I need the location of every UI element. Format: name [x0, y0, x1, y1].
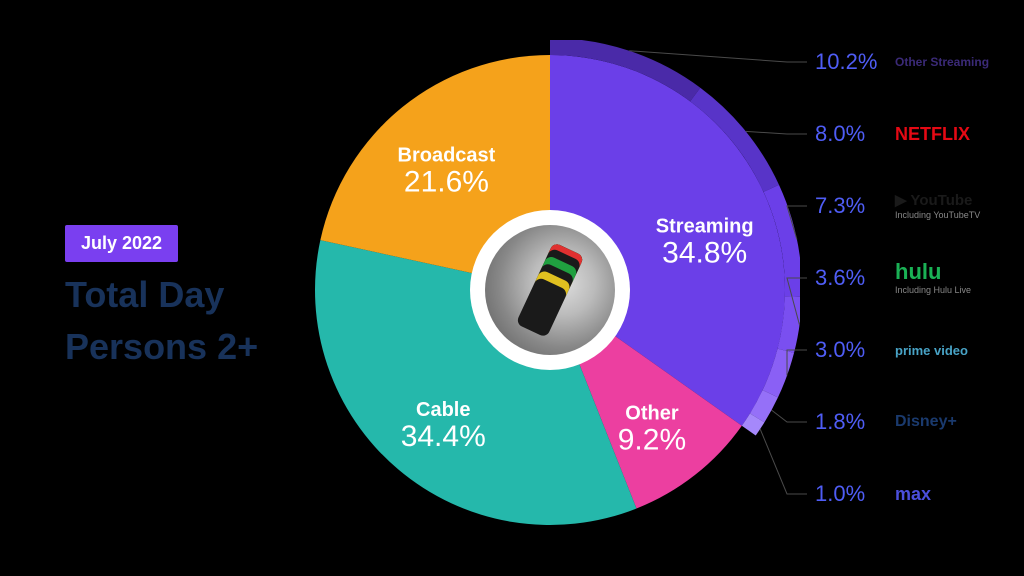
infographic-stage: July 2022 Total Day Persons 2+ Streaming… — [0, 0, 1024, 576]
breakdown-row: 8.0% NETFLIX — [815, 110, 1015, 158]
breakdown-row: 1.8% Disney+ — [815, 398, 1015, 446]
breakdown-row: 10.2% Other Streaming — [815, 38, 1015, 86]
pie-label-other: Other9.2% — [618, 403, 686, 457]
title-line-2: Persons 2+ — [65, 328, 258, 366]
breakdown-logo: prime video — [895, 344, 968, 357]
breakdown-row: 7.3% ▶ YouTubeIncluding YouTubeTV — [815, 182, 1015, 230]
breakdown-pct: 7.3% — [815, 193, 881, 219]
breakdown-logo: Disney+ — [895, 414, 957, 430]
pie-label-streaming: Streaming34.8% — [656, 216, 754, 270]
remote-icon — [485, 225, 615, 355]
breakdown-pct: 3.6% — [815, 265, 881, 291]
title-block: July 2022 Total Day Persons 2+ — [65, 225, 258, 366]
breakdown-pct: 1.8% — [815, 409, 881, 435]
breakdown-logo: Other Streaming — [895, 56, 989, 68]
breakdown-sublabel: Including YouTubeTV — [895, 210, 980, 220]
breakdown-pct: 10.2% — [815, 49, 881, 75]
breakdown-row: 1.0% max — [815, 470, 1015, 518]
breakdown-logo: NETFLIX — [895, 125, 970, 143]
breakdown-logo: huluIncluding Hulu Live — [895, 261, 971, 295]
breakdown-pct: 3.0% — [815, 337, 881, 363]
date-badge: July 2022 — [65, 225, 178, 262]
title-line-1: Total Day — [65, 276, 258, 314]
breakdown-logo: ▶ YouTubeIncluding YouTubeTV — [895, 193, 980, 220]
pie-label-broadcast: Broadcast21.6% — [398, 145, 496, 199]
breakdown-row: 3.6% huluIncluding Hulu Live — [815, 254, 1015, 302]
pie-chart: Streaming34.8%Other9.2%Cable34.4%Broadca… — [300, 40, 800, 540]
breakdown-sublabel: Including Hulu Live — [895, 285, 971, 295]
breakdown-pct: 1.0% — [815, 481, 881, 507]
breakdown-pct: 8.0% — [815, 121, 881, 147]
pie-center-image — [470, 210, 630, 370]
breakdown-row: 3.0% prime video — [815, 326, 1015, 374]
breakdown-logo: max — [895, 485, 931, 503]
streaming-breakdown-list: 10.2% Other Streaming 8.0% NETFLIX 7.3% ▶ You… — [815, 38, 1015, 542]
